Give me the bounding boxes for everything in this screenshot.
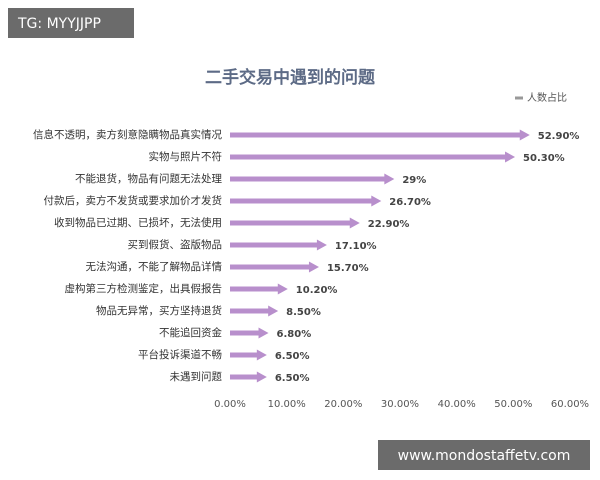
y-tick-label: 平台投诉渠道不畅 xyxy=(138,348,222,361)
value-label: 8.50% xyxy=(286,307,321,318)
x-tick-label: 30.00% xyxy=(381,399,419,410)
y-tick-label: 收到物品已过期、已损坏，无法使用 xyxy=(54,216,222,229)
y-tick-label: 付款后，卖方不发货或要求加价才发货 xyxy=(44,194,223,207)
value-label: 15.70% xyxy=(327,263,369,274)
y-tick-label: 实物与照片不符 xyxy=(149,150,223,163)
y-tick-label: 信息不透明，卖方刻意隐瞒物品真实情况 xyxy=(33,128,222,141)
y-tick-label: 不能追回资金 xyxy=(159,326,222,339)
watermark-box xyxy=(8,8,134,38)
legend-label: 人数占比 xyxy=(527,91,567,104)
bar xyxy=(230,371,267,383)
bar xyxy=(230,195,382,207)
y-tick-label: 无法沟通，不能了解物品详情 xyxy=(86,260,223,273)
watermark-box xyxy=(378,440,590,470)
value-label: 10.20% xyxy=(296,285,338,296)
bar xyxy=(230,129,530,141)
bar xyxy=(230,305,279,317)
y-tick-label: 未遇到问题 xyxy=(170,370,223,383)
x-tick-label: 50.00% xyxy=(494,399,532,410)
bar xyxy=(230,349,267,361)
bar xyxy=(230,151,516,163)
value-label: 6.50% xyxy=(275,351,310,362)
x-tick-label: 10.00% xyxy=(268,399,306,410)
value-label: 22.90% xyxy=(368,219,410,230)
x-tick-label: 20.00% xyxy=(324,399,362,410)
bar xyxy=(230,217,360,229)
value-label: 52.90% xyxy=(538,131,580,142)
y-tick-label: 物品无异常，买方坚持退货 xyxy=(96,304,222,317)
bar xyxy=(230,283,288,295)
x-tick-label: 60.00% xyxy=(551,399,589,410)
watermark: www.mondostaffetv.com xyxy=(398,448,571,464)
x-tick-label: 0.00% xyxy=(214,399,246,410)
value-label: 17.10% xyxy=(335,241,377,252)
y-tick-label: 买到假货、盗版物品 xyxy=(128,238,223,251)
value-label: 6.50% xyxy=(275,373,310,384)
bar xyxy=(230,239,327,251)
value-label: 29% xyxy=(402,175,426,186)
y-tick-label: 不能退货，物品有问题无法处理 xyxy=(75,172,222,185)
value-label: 50.30% xyxy=(523,153,565,164)
value-label: 26.70% xyxy=(389,197,431,208)
watermark: TG: MYYJJPP xyxy=(17,16,101,32)
value-label: 6.80% xyxy=(277,329,312,340)
x-tick-label: 40.00% xyxy=(438,399,476,410)
y-tick-label: 虚构第三方检测鉴定，出具假报告 xyxy=(65,282,223,295)
bar xyxy=(230,173,395,185)
chart-title: 二手交易中遇到的问题 xyxy=(205,67,376,88)
bar xyxy=(230,261,319,273)
bar xyxy=(230,327,269,339)
